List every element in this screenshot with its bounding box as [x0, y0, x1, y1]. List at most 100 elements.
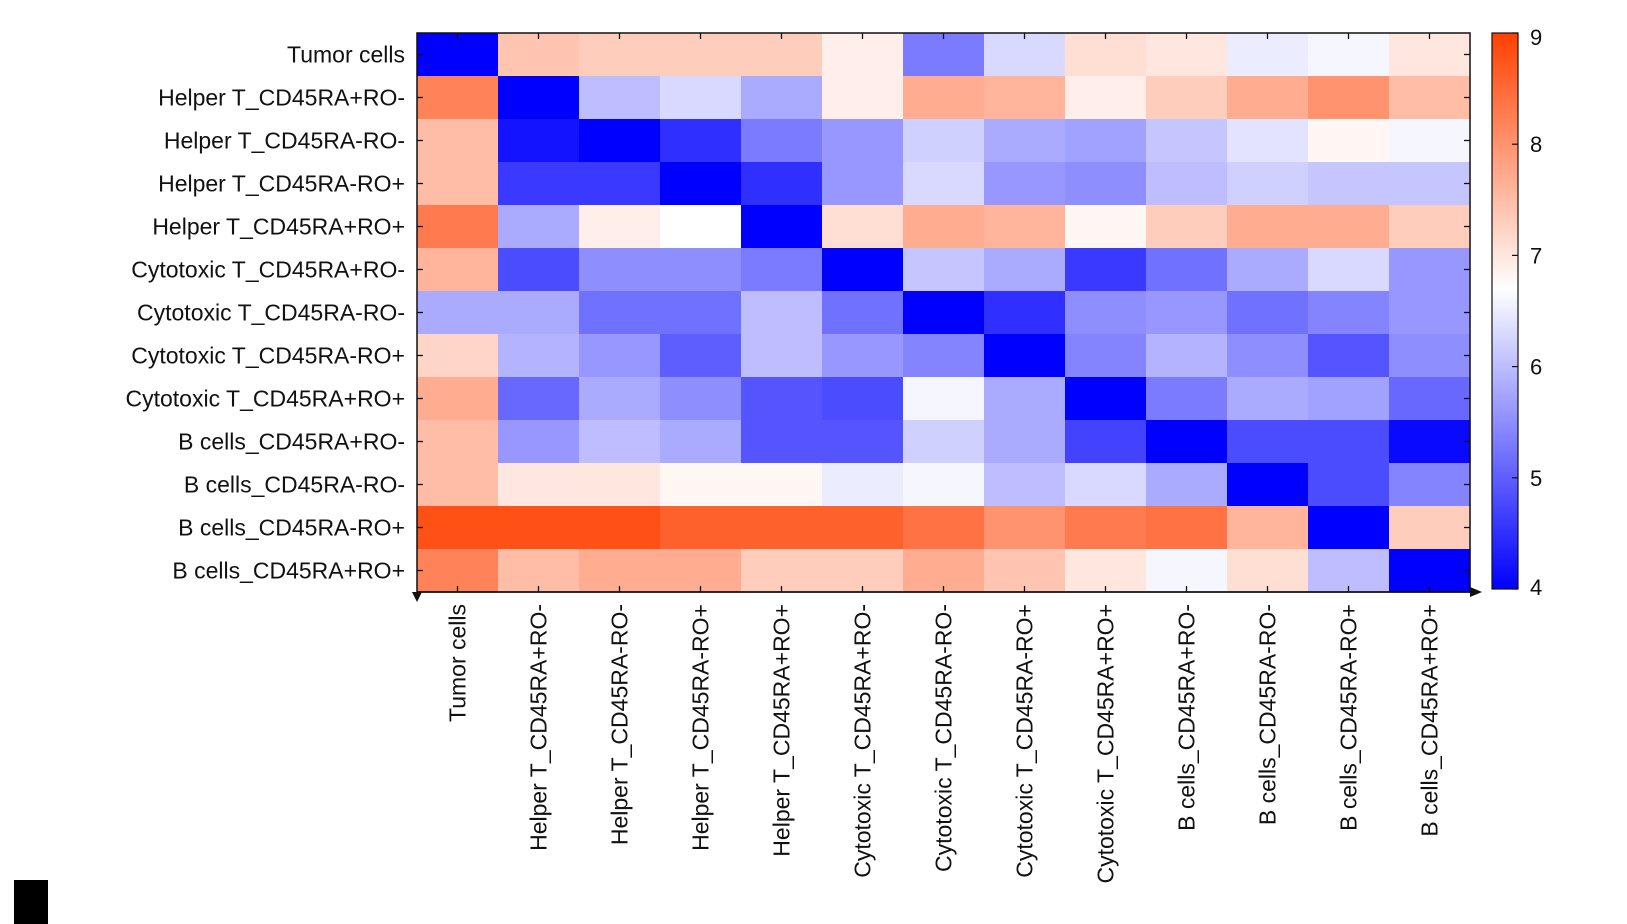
heatmap-cell	[417, 162, 499, 206]
heatmap-cell	[1146, 334, 1228, 378]
heatmap-cell	[822, 463, 904, 507]
heatmap-cell	[1146, 549, 1228, 593]
heatmap-cell	[660, 162, 742, 206]
heatmap-cell	[417, 76, 499, 120]
heatmap-cell	[417, 377, 499, 421]
heatmap-cell	[741, 119, 823, 163]
heatmap-cell	[741, 549, 823, 593]
y-axis-arrow-icon	[412, 592, 422, 602]
heatmap-cell	[1227, 420, 1309, 464]
column-label: B cells_CD45RA+RO+	[1417, 604, 1443, 837]
heatmap-cell	[822, 76, 904, 120]
heatmap-cell	[1389, 420, 1471, 464]
heatmap-cell	[660, 291, 742, 335]
heatmap-cell	[1389, 205, 1471, 249]
heatmap-cell	[822, 377, 904, 421]
column-label: Cytotoxic T_CD45RA+RO+	[1093, 604, 1119, 884]
heatmap-cell	[579, 76, 661, 120]
heatmap-cells	[417, 33, 1471, 593]
heatmap-cell	[903, 205, 985, 249]
heatmap-cell	[1146, 162, 1228, 206]
colorbar-tick-label: 7	[1530, 243, 1542, 268]
heatmap-cell	[822, 33, 904, 77]
heatmap-cell	[498, 463, 580, 507]
heatmap-cell	[1389, 506, 1471, 550]
column-label: Helper T_CD45RA+RO+	[769, 604, 795, 857]
heatmap-cell	[1227, 33, 1309, 77]
column-label: Cytotoxic T_CD45RA+RO-	[850, 604, 876, 878]
heatmap-cell	[1389, 76, 1471, 120]
heatmap-cell	[1065, 205, 1147, 249]
colorbar-tick-label: 6	[1530, 355, 1542, 380]
heatmap-cell	[498, 33, 580, 77]
heatmap-cell	[984, 76, 1066, 120]
heatmap-cell	[741, 162, 823, 206]
column-label: Helper T_CD45RA+RO-	[526, 604, 552, 851]
heatmap-cell	[660, 334, 742, 378]
column-labels: Tumor cells Helper T_CD45RA+RO- Helper T_C…	[445, 604, 1443, 884]
heatmap-cell	[984, 377, 1066, 421]
row-label: Helper T_CD45RA-RO-	[164, 128, 405, 154]
heatmap-cell	[498, 377, 580, 421]
column-label: B cells_CD45RA+RO-	[1174, 604, 1200, 831]
heatmap-cell	[1065, 506, 1147, 550]
row-labels: Tumor cells Helper T_CD45RA+RO- Helper T_C…	[125, 42, 405, 584]
heatmap-cell	[1065, 377, 1147, 421]
heatmap-cell	[1065, 119, 1147, 163]
heatmap-cell	[498, 205, 580, 249]
heatmap-cell	[984, 506, 1066, 550]
heatmap-cell	[903, 334, 985, 378]
row-label: Helper T_CD45RA+RO+	[152, 214, 405, 240]
row-label: B cells_CD45RA+RO+	[172, 558, 405, 584]
heatmap-cell	[579, 119, 661, 163]
heatmap-cell	[984, 549, 1066, 593]
heatmap-cell	[1389, 119, 1471, 163]
heatmap-cell	[1389, 291, 1471, 335]
heatmap-cell	[417, 33, 499, 77]
heatmap-cell	[1308, 291, 1390, 335]
row-label: Helper T_CD45RA-RO+	[158, 171, 405, 197]
heatmap-cell	[903, 506, 985, 550]
colorbar-tick-label: 5	[1530, 466, 1542, 491]
heatmap-cell	[1308, 506, 1390, 550]
colorbar-tick-label: 9	[1530, 25, 1542, 50]
heatmap-cell	[1146, 119, 1228, 163]
heatmap-cell	[741, 506, 823, 550]
heatmap-cell	[903, 420, 985, 464]
heatmap-cell	[1227, 506, 1309, 550]
heatmap-cell	[1308, 119, 1390, 163]
heatmap-cell	[498, 119, 580, 163]
heatmap-cell	[579, 205, 661, 249]
heatmap-cell	[984, 420, 1066, 464]
colorbar: 4 5 6 7 8 9	[1491, 25, 1542, 600]
column-label: Cytotoxic T_CD45RA-RO+	[1012, 604, 1038, 878]
heatmap-cell	[1065, 463, 1147, 507]
heatmap-cell	[741, 33, 823, 77]
heatmap-cell	[1227, 334, 1309, 378]
heatmap-cell	[660, 549, 742, 593]
row-label: Helper T_CD45RA+RO-	[158, 85, 405, 111]
heatmap-cell	[1227, 162, 1309, 206]
heatmap-cell	[579, 33, 661, 77]
heatmap-cell	[1146, 33, 1228, 77]
heatmap-cell	[1227, 463, 1309, 507]
heatmap-cell	[1065, 76, 1147, 120]
heatmap-cell	[1308, 205, 1390, 249]
heatmap-cell	[579, 377, 661, 421]
column-label: Helper T_CD45RA-RO-	[607, 604, 633, 845]
heatmap-cell	[1227, 76, 1309, 120]
heatmap-cell	[1146, 76, 1228, 120]
heatmap-cell	[660, 248, 742, 292]
column-label: Helper T_CD45RA-RO+	[688, 604, 714, 851]
heatmap-cell	[579, 420, 661, 464]
heatmap-cell	[498, 76, 580, 120]
row-label: B cells_CD45RA+RO-	[178, 429, 405, 455]
heatmap-cell	[579, 162, 661, 206]
column-label: B cells_CD45RA-RO-	[1255, 604, 1281, 825]
row-label: Cytotoxic T_CD45RA-RO+	[131, 343, 405, 369]
heatmap-cell	[1065, 291, 1147, 335]
heatmap-cell	[498, 420, 580, 464]
heatmap-cell	[822, 334, 904, 378]
heatmap-cell	[903, 549, 985, 593]
